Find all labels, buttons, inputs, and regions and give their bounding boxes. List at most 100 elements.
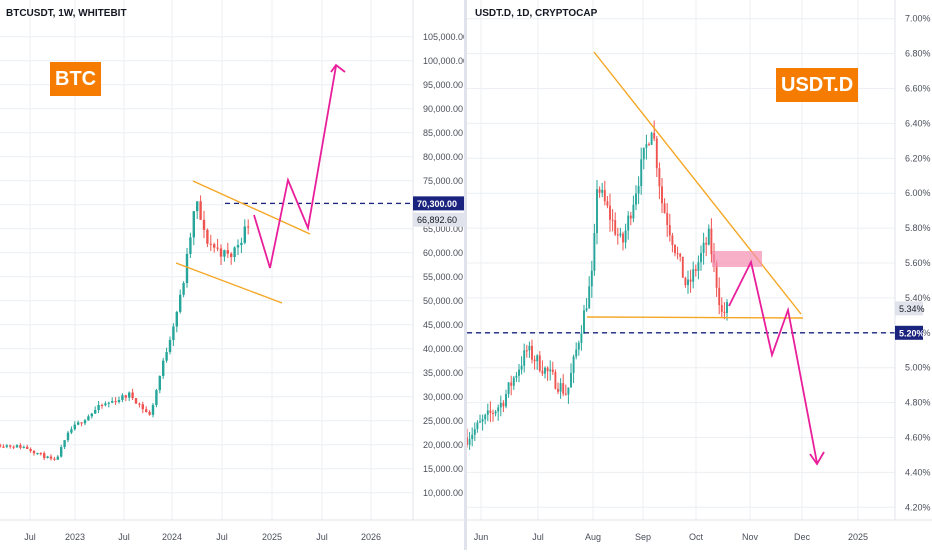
candle-body (90, 413, 93, 417)
candle-body (26, 446, 29, 449)
y-tick-label: 90,000.00 (423, 104, 463, 114)
candle-body (66, 432, 70, 441)
candle-body (9, 445, 12, 447)
candle-body (29, 448, 32, 452)
candle-body (653, 132, 656, 139)
candle-body (544, 367, 546, 374)
candle-body (192, 211, 195, 238)
candle-body (182, 283, 185, 295)
y-tick-label: 45,000.00 (423, 320, 463, 330)
candle-body (134, 398, 138, 404)
candle-body (80, 422, 83, 424)
btc-badge: BTC (50, 62, 102, 96)
y-tick-label: 6.40% (905, 118, 931, 128)
candle-body (175, 311, 178, 327)
candle-body (689, 279, 692, 282)
y-tick-label: 100,000.00 (423, 56, 464, 66)
candle-body (466, 437, 468, 445)
last-price-bg (413, 212, 465, 227)
candle-body (640, 159, 643, 187)
candle-body (619, 233, 622, 236)
candle-body (523, 350, 526, 366)
x-tick-label: Aug (585, 532, 601, 542)
candle-body (575, 349, 578, 357)
y-tick-label: 15,000.00 (423, 464, 463, 474)
candle-body (121, 395, 124, 401)
candle-body (546, 367, 549, 372)
candle-body (551, 369, 554, 373)
candle-body (141, 404, 144, 410)
candle-body (70, 429, 73, 433)
candle-body (705, 242, 708, 245)
candle-body (720, 305, 723, 312)
y-tick-label: 85,000.00 (423, 128, 463, 138)
candle-body (637, 186, 640, 194)
usdt-drawings (467, 51, 895, 466)
usdt-chart-title: USDT.D, 1D, CRYPTOCAP (475, 8, 598, 19)
candle-body (650, 132, 653, 145)
usdt-chart-svg[interactable]: 7.00% 6.80% 6.60% 6.40% 6.20% 6.00% 5.80% 5.60%… (466, 0, 932, 550)
candle-body (510, 382, 513, 386)
candle-body (635, 193, 637, 205)
y-tick-label: 10,000.00 (423, 488, 463, 498)
candle-body (36, 453, 39, 455)
candle-body (94, 409, 97, 414)
candle-body (562, 383, 565, 394)
btc-chart-title: BTCUSDT, 1W, WHITEBIT (6, 8, 127, 19)
candle-body (627, 215, 630, 231)
candle-body (87, 416, 90, 421)
y-tick-label: 4.80% (905, 398, 931, 408)
candle-body (679, 253, 682, 257)
candle-body (111, 401, 114, 403)
candle-body (661, 186, 663, 204)
candle-body (5, 445, 8, 447)
candle-body (223, 250, 226, 257)
price-tag-bg (413, 196, 465, 211)
candle-body (668, 225, 671, 236)
y-tick-label: 60,000.00 (423, 248, 463, 258)
candle-body (484, 414, 487, 420)
candle-body (557, 388, 559, 392)
btc-x-axis: Jul 2023 Jul 2024 Jul 2025 Jul 2026 (24, 532, 381, 542)
y-tick-label: 65,000.00 (423, 224, 463, 234)
candle-body (567, 387, 570, 395)
candle-body (611, 219, 614, 221)
projection-path (253, 65, 337, 269)
candle-body (2, 446, 5, 448)
candle-body (554, 372, 557, 389)
candle-body (209, 243, 212, 245)
candle-body (601, 189, 604, 193)
candle-body (213, 244, 216, 248)
candle-body (240, 242, 243, 246)
candle-body (0, 444, 2, 447)
candle-body (707, 228, 710, 245)
candle-body (131, 392, 134, 399)
y-tick-label: 4.60% (905, 432, 931, 442)
price-tag-bg (895, 325, 923, 340)
y-tick-label: 6.60% (905, 84, 931, 94)
candle-body (471, 434, 474, 440)
btc-chart-panel[interactable]: 105,000.00 100,000.00 95,000.00 90,000.00 85… (0, 0, 468, 550)
candle-body (681, 256, 684, 278)
candle-body (588, 286, 591, 309)
btc-chart-svg[interactable]: 105,000.00 100,000.00 95,000.00 90,000.00 85… (0, 0, 468, 550)
candle-body (185, 253, 189, 284)
candle-body (538, 355, 541, 371)
candle-body (666, 212, 669, 226)
btc-grid (0, 0, 413, 520)
x-tick-label: 2023 (65, 532, 85, 542)
y-tick-label: 6.80% (905, 49, 931, 59)
panel-divider[interactable] (464, 0, 467, 550)
candle-body (502, 402, 505, 407)
y-tick-label: 55,000.00 (423, 272, 463, 282)
candle-body (590, 270, 593, 287)
usdt-dominance-chart-panel[interactable]: 7.00% 6.80% 6.60% 6.40% 6.20% 6.00% 5.80% 5.60%… (466, 0, 932, 550)
candle-body (531, 345, 533, 360)
resistance-zone (712, 251, 762, 267)
candle-body (39, 453, 42, 455)
y-tick-label: 6.20% (905, 153, 931, 163)
y-tick-label: 75,000.00 (423, 176, 463, 186)
candle-body (577, 342, 580, 350)
candle-body (580, 333, 583, 343)
candle-body (226, 250, 229, 254)
